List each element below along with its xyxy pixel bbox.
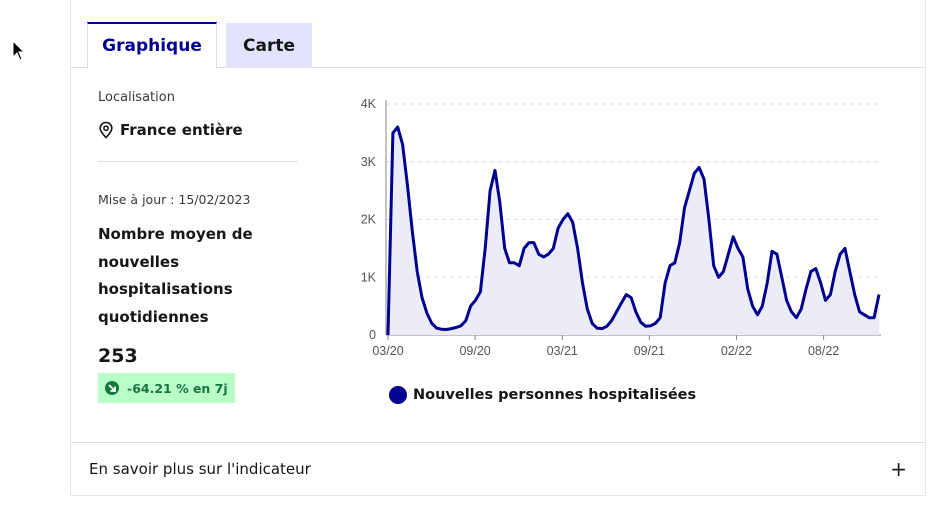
- x-tick-label: 02/22: [721, 344, 752, 358]
- learn-more-accordion[interactable]: En savoir plus sur l'indicateur +: [89, 443, 907, 495]
- x-tick-label: 09/20: [459, 344, 490, 358]
- arrow-down-right-icon: [105, 381, 119, 395]
- indicator-value: 253: [98, 345, 138, 367]
- series-area: [388, 127, 879, 335]
- details-divider: [98, 161, 298, 162]
- indicator-title: Nombre moyen de nouvelles hospitalisatio…: [98, 225, 253, 326]
- y-tick-label: 3K: [361, 155, 377, 169]
- trend-value: -64.21 % en 7j: [127, 380, 228, 396]
- view-tabs: Graphique Carte: [87, 22, 312, 68]
- y-tick-label: 2K: [361, 213, 377, 227]
- update-date: Mise à jour : 15/02/2023: [98, 192, 251, 207]
- legend-label: Nouvelles personnes hospitalisées: [413, 387, 697, 403]
- x-tick-label: 03/20: [372, 344, 403, 358]
- series-line: [386, 125, 881, 336]
- learn-more-label: En savoir plus sur l'indicateur: [89, 460, 311, 478]
- legend-swatch: [389, 386, 407, 404]
- location-name: France entière: [120, 121, 243, 139]
- tab-carte[interactable]: Carte: [226, 23, 312, 68]
- y-tick-label: 1K: [361, 270, 377, 284]
- x-tick-label: 08/22: [808, 344, 839, 358]
- indicator-details: Localisation France entière Mise à jour …: [98, 90, 303, 403]
- x-tick-label: 09/21: [634, 344, 665, 358]
- tab-graphique[interactable]: Graphique: [87, 22, 217, 68]
- mouse-cursor-icon: [12, 40, 26, 61]
- indicator-card: Graphique Carte Localisation France enti…: [70, 0, 926, 496]
- location-label: Localisation: [98, 90, 175, 105]
- hospitalisations-chart: 0 1K 2K 3K 4K 03/20 09/20 03/21 09/21 02/22 08/22: [361, 97, 881, 358]
- tabs-divider: [71, 67, 925, 68]
- location-value: France entière: [98, 121, 303, 139]
- plus-icon: +: [890, 457, 907, 481]
- trend-badge: -64.21 % en 7j: [98, 373, 235, 403]
- chart-legend: Nouvelles personnes hospitalisées: [389, 386, 696, 404]
- map-pin-icon: [99, 121, 113, 139]
- footer-divider: [71, 442, 925, 443]
- x-tick-label: 03/21: [547, 344, 578, 358]
- y-tick-label: 0: [369, 328, 376, 342]
- y-tick-label: 4K: [361, 97, 377, 111]
